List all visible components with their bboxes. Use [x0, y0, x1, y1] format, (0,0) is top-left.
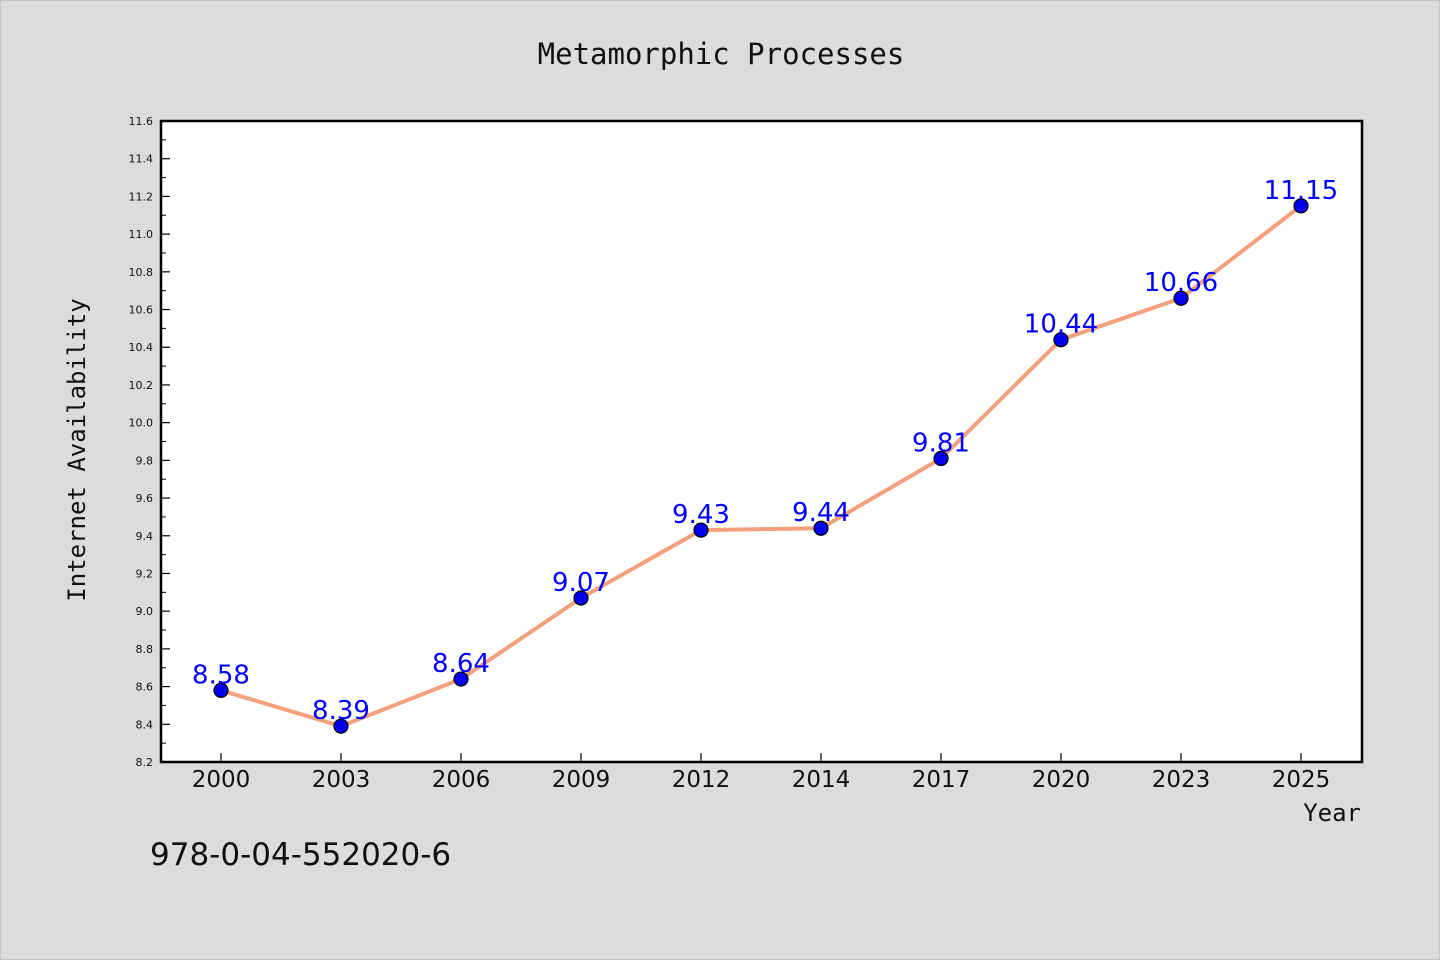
data-label: 8.64 — [432, 649, 490, 679]
y-tick-label: 10.6 — [129, 304, 154, 317]
series-line-group — [219, 203, 1303, 729]
y-tick-label: 11.2 — [129, 190, 154, 203]
x-tick-label: 2025 — [1272, 767, 1331, 793]
y-tick-label: 9.6 — [136, 492, 154, 505]
y-tick-label: 10.2 — [129, 379, 154, 392]
series-line — [219, 203, 1303, 729]
x-tick-label: 2009 — [552, 767, 611, 793]
data-point — [693, 522, 709, 538]
y-tick-label: 8.8 — [136, 643, 154, 656]
data-point — [1173, 290, 1189, 306]
y-tick-label: 9.0 — [136, 605, 154, 618]
y-tick-label: 9.4 — [136, 530, 154, 543]
data-point — [813, 520, 829, 536]
x-axis: 2000 2003 2006 2009 2012 2014 2017 2020 2023 2025 — [192, 753, 1331, 793]
y-tick-label: 8.2 — [136, 756, 154, 769]
y-tick-label: 11.4 — [129, 153, 154, 166]
y-tick-label: 11.6 — [129, 115, 154, 128]
x-axis-label: Year — [1303, 799, 1361, 827]
x-tick-label: 2006 — [432, 767, 491, 793]
y-tick-label: 10.8 — [129, 266, 154, 279]
plot-area — [159, 119, 1364, 764]
data-label: 9.81 — [912, 428, 970, 458]
y-axis-label: Internet Availability — [63, 298, 91, 601]
y-tick-label: 11.0 — [129, 228, 154, 241]
data-label: 10.44 — [1024, 310, 1098, 340]
x-tick-label: 2000 — [192, 767, 251, 793]
data-labels: 8.58 8.39 8.64 9.07 9.43 9.44 9.81 10.44 10.66 11… — [192, 176, 1338, 726]
data-label: 9.44 — [792, 498, 850, 528]
y-tick-label: 10.0 — [129, 417, 154, 430]
data-point — [213, 682, 229, 698]
isbn-label: 978-0-04-552020-6 — [150, 837, 451, 873]
data-label: 8.58 — [192, 660, 250, 690]
x-tick-label: 2017 — [912, 767, 971, 793]
data-point — [333, 718, 349, 734]
x-tick-label: 2012 — [672, 767, 731, 793]
data-label: 10.66 — [1144, 268, 1218, 298]
data-point — [573, 590, 589, 606]
data-label: 8.39 — [312, 696, 370, 726]
x-tick-label: 2020 — [1032, 767, 1091, 793]
x-tick-label: 2023 — [1152, 767, 1211, 793]
chart-title: Metamorphic Processes — [538, 37, 905, 71]
y-axis: 8.2 8.4 8.6 8.8 9.0 9.2 9.4 9.6 9.8 10.0 10.2 10.4 1… — [129, 115, 170, 769]
y-tick-label: 9.8 — [136, 454, 154, 467]
y-tick-label: 9.2 — [136, 567, 154, 580]
data-markers — [213, 198, 1309, 734]
data-point — [1053, 332, 1069, 348]
data-label: 9.07 — [552, 568, 610, 598]
data-point — [933, 450, 949, 467]
y-tick-label: 10.4 — [129, 341, 154, 354]
data-point — [453, 671, 469, 687]
data-label: 9.43 — [672, 500, 730, 530]
data-point — [1293, 198, 1309, 214]
x-tick-label: 2014 — [792, 767, 851, 793]
y-tick-label: 8.4 — [136, 718, 154, 731]
data-label: 11.15 — [1264, 176, 1338, 206]
x-tick-label: 2003 — [312, 767, 371, 793]
y-tick-label: 8.6 — [136, 681, 154, 694]
